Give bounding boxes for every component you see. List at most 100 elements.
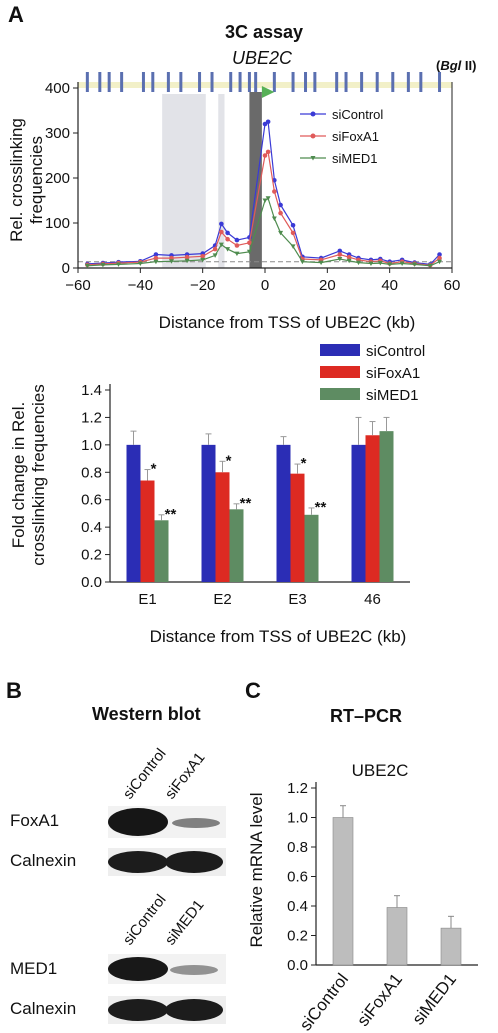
series-point: [153, 259, 159, 265]
lane-label-sicontrol-1: siControl: [120, 745, 170, 802]
bar-siMED1: [440, 927, 462, 966]
series-point: [437, 255, 442, 261]
gene-subtitle: UBE2C: [232, 48, 293, 68]
band-calnexin-2-simed1: [165, 999, 223, 1021]
restriction-site: [229, 72, 233, 92]
bar-siMED1: [304, 514, 319, 582]
y-tick-label: 1.2: [287, 780, 308, 797]
row-label-med1: MED1: [10, 959, 57, 978]
series-point: [337, 257, 343, 262]
series-point: [290, 222, 296, 228]
x-tick-label: siControl: [296, 970, 352, 1033]
y-tick-label: 1.0: [287, 810, 308, 827]
bar-siMED1: [229, 509, 244, 582]
y-tick-label: 0.0: [287, 957, 308, 974]
band-med1-simed1: [170, 965, 218, 975]
y-tick-label: 400: [45, 80, 70, 97]
enzyme-label: (Bgl II): [436, 58, 476, 73]
significance-label: *: [226, 452, 232, 469]
restriction-site: [360, 72, 364, 92]
series-line-siControl: [87, 120, 440, 266]
band-calnexin-1-sifoxa1: [165, 851, 223, 873]
enhancer-region: [162, 94, 206, 268]
series-point: [212, 246, 218, 252]
series-point: [219, 229, 224, 235]
y-tick-label: 0.0: [81, 574, 102, 591]
series-point: [116, 262, 122, 267]
series-point: [356, 260, 361, 266]
series-point: [153, 252, 159, 257]
enhancer-region: [218, 94, 225, 268]
restriction-site: [291, 72, 295, 92]
restriction-site: [85, 72, 89, 92]
x-tick-label: 40: [381, 277, 398, 294]
bar-ylabel-line2: crosslinking frequencies: [29, 384, 48, 565]
legend-label: siMED1: [332, 151, 378, 166]
bar-siFoxA1: [215, 472, 230, 582]
panel-c-letter: C: [245, 678, 261, 703]
x-tick-label: E1: [138, 591, 156, 608]
chart-title: 3C assay: [225, 22, 303, 42]
band-foxa1-sicontrol: [108, 808, 168, 836]
bar-siControl: [201, 444, 216, 582]
series-point: [200, 257, 206, 263]
y-tick-label: 1.0: [81, 437, 102, 454]
y-tick-label: 0.2: [287, 928, 308, 945]
restriction-site: [166, 72, 170, 92]
restriction-site: [438, 72, 442, 92]
series-point: [368, 261, 374, 266]
legend-swatch: [320, 366, 360, 378]
series-point: [437, 259, 443, 265]
panel-a-letter: A: [8, 2, 24, 27]
restriction-site: [254, 72, 258, 92]
x-tick-label: −20: [190, 277, 215, 294]
lane-label-sicontrol-2: siControl: [120, 891, 170, 948]
legend-label: siFoxA1: [332, 129, 379, 144]
restriction-site: [107, 72, 111, 92]
row-label-calnexin-2: Calnexin: [10, 999, 76, 1018]
x-tick-label: −40: [128, 277, 153, 294]
series-point: [299, 259, 305, 265]
band-foxa1-sifoxa1: [172, 818, 220, 828]
series-point: [137, 261, 143, 266]
restriction-strip: [78, 82, 452, 88]
x-tick-label: siFoxA1: [353, 970, 406, 1030]
series-point: [377, 261, 383, 266]
restriction-site: [141, 72, 145, 92]
legend-swatch: [320, 388, 360, 400]
significance-label: *: [151, 461, 157, 478]
restriction-site: [375, 72, 379, 92]
series-point: [225, 230, 230, 236]
series-point: [262, 153, 268, 158]
y-tick-label: 0.2: [81, 547, 102, 564]
series-point: [337, 248, 343, 254]
restriction-site: [120, 72, 124, 92]
western-blot: siControl siFoxA1 FoxA1 Calnexin siContr…: [10, 745, 226, 1024]
lane-label-sifoxa1: siFoxA1: [162, 749, 209, 802]
series-point: [346, 258, 352, 264]
series-point: [200, 253, 205, 259]
bar-siFoxA1: [140, 480, 155, 582]
rt-pcr-bar-chart: UBE2C 0.0 0.2 0.4 0.6 0.8 1.0 1.2 siControl siFox…: [287, 761, 478, 1033]
y-tick-label: 1.2: [81, 409, 102, 426]
series-point: [437, 252, 442, 257]
y-tick-label: 0.8: [287, 839, 308, 856]
bar-siControl: [351, 444, 366, 582]
restriction-site: [247, 72, 251, 92]
significance-label: *: [301, 455, 307, 472]
x-tick-label: 0: [261, 277, 269, 294]
series-point: [100, 262, 106, 268]
series-point: [272, 189, 277, 194]
y-tick-label: 0.8: [81, 464, 102, 481]
restriction-site: [238, 72, 242, 92]
band-calnexin-2-sicontrol: [108, 999, 168, 1021]
y-tick-label: 0.4: [81, 519, 102, 536]
bar-x-axis-label: Distance from TSS of UBE2C (kb): [150, 627, 407, 646]
series-point: [337, 252, 343, 257]
bar-siFoxA1: [386, 907, 408, 966]
legend-label: siControl: [366, 343, 425, 360]
series-point: [412, 262, 418, 267]
series-point: [153, 255, 159, 261]
panel-b-letter: B: [6, 678, 22, 703]
